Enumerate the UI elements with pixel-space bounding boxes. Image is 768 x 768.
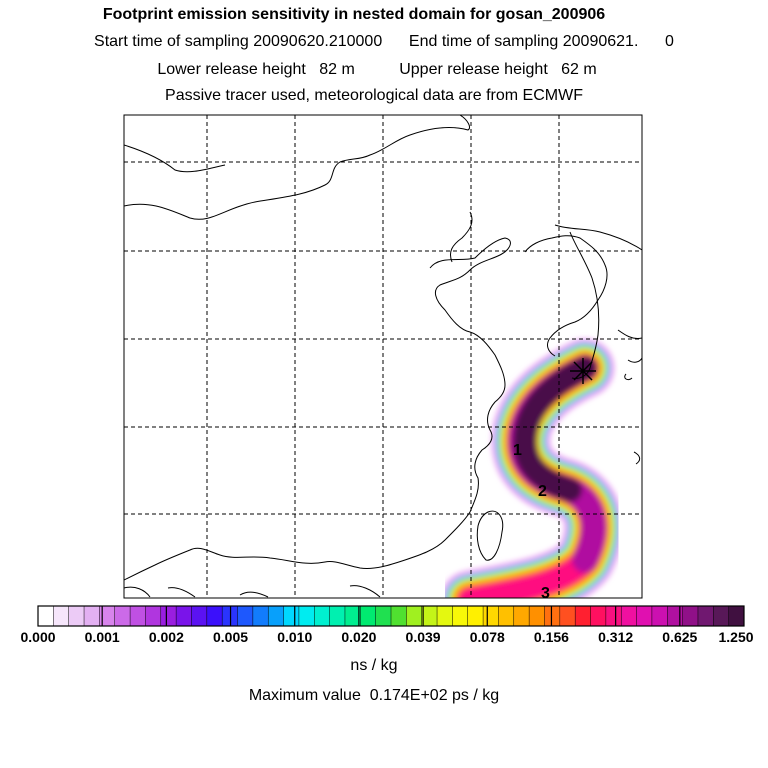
colorbar-swatch — [314, 606, 331, 626]
sampling-time-line: Start time of sampling 20090620.210000 E… — [94, 33, 674, 50]
colorbar-swatch — [605, 606, 622, 626]
colorbar-swatch — [160, 606, 177, 626]
colorbar-swatch — [99, 606, 116, 626]
colorbar-swatch — [421, 606, 438, 626]
colorbar-units: ns / kg — [350, 657, 398, 674]
colorbar-swatch — [406, 606, 423, 626]
colorbar-swatch — [651, 606, 668, 626]
map-plot-area: 1 2 3 — [124, 115, 642, 602]
colorbar-tick-label: 0.010 — [277, 629, 313, 645]
colorbar-swatch — [391, 606, 407, 626]
colorbar-swatch — [38, 606, 54, 626]
colorbar — [38, 606, 745, 626]
colorbar-swatch — [176, 606, 192, 626]
colorbar-tick-label: 1.250 — [718, 629, 754, 645]
colorbar-swatch — [237, 606, 254, 626]
colorbar-swatch — [713, 606, 730, 626]
trajectory-label-1: 1 — [513, 442, 522, 459]
tracer-info-line: Passive tracer used, meteorological data… — [165, 87, 583, 104]
colorbar-swatch — [329, 606, 346, 626]
colorbar-tick-label: 0.312 — [598, 629, 634, 645]
colorbar-swatch — [191, 606, 208, 626]
colorbar-swatch — [544, 606, 561, 626]
colorbar-swatch — [344, 606, 361, 626]
colorbar-swatch — [206, 606, 223, 626]
colorbar-swatch — [529, 606, 545, 626]
plot-title: Footprint emission sensitivity in nested… — [102, 6, 606, 23]
trajectory-label-3: 3 — [541, 585, 550, 602]
map-frame — [123, 114, 643, 599]
colorbar-swatch — [498, 606, 515, 626]
colorbar-tick-label: 0.000 — [20, 629, 56, 645]
colorbar-swatch — [636, 606, 653, 626]
receptor-star-icon — [570, 358, 596, 384]
colorbar-major-dividers — [101, 606, 681, 626]
colorbar-tick-label: 0.625 — [662, 629, 698, 645]
colorbar-tick-label: 0.156 — [533, 629, 569, 645]
trajectory-label-2: 2 — [538, 483, 547, 500]
colorbar-tick-label: 0.002 — [148, 629, 184, 645]
colorbar-swatch — [437, 606, 453, 626]
colorbar-swatch — [68, 606, 85, 626]
colorbar-swatch — [728, 606, 745, 626]
maximum-value-text: Maximum value 0.174E+02 ps / kg — [248, 687, 500, 704]
colorbar-tick-label: 0.078 — [469, 629, 505, 645]
colorbar-swatch — [513, 606, 530, 626]
colorbar-swatch — [667, 606, 684, 626]
colorbar-swatch — [575, 606, 592, 626]
colorbar-swatch — [452, 606, 469, 626]
colorbar-frame — [37, 605, 745, 627]
colorbar-swatch — [467, 606, 484, 626]
colorbar-tick-label: 0.039 — [405, 629, 441, 645]
emission-plume — [441, 339, 623, 598]
colorbar-tick-label: 0.005 — [213, 629, 249, 645]
colorbar-swatch — [590, 606, 607, 626]
release-height-line: Lower release height 82 m Upper release … — [157, 61, 597, 78]
colorbar-swatch — [697, 606, 714, 626]
colorbar-swatch — [298, 606, 315, 626]
coastlines — [124, 115, 642, 598]
colorbar-tick-label: 0.020 — [341, 629, 377, 645]
colorbar-swatch — [252, 606, 269, 626]
colorbar-swatch — [84, 606, 100, 626]
colorbar-swatch — [130, 606, 146, 626]
colorbar-swatch — [360, 606, 377, 626]
colorbar-swatch — [483, 606, 499, 626]
colorbar-swatch — [621, 606, 638, 626]
colorbar-swatch — [375, 606, 392, 626]
colorbar-swatch — [53, 606, 70, 626]
colorbar-swatch — [114, 606, 131, 626]
plume-core — [512, 356, 597, 502]
colorbar-swatch — [145, 606, 162, 626]
colorbar-swatch — [268, 606, 285, 626]
colorbar-swatch — [682, 606, 699, 626]
lat-lon-grid — [124, 115, 642, 598]
colorbar-swatch — [283, 606, 300, 626]
colorbar-tick-label: 0.001 — [84, 629, 120, 645]
colorbar-swatch — [559, 606, 576, 626]
